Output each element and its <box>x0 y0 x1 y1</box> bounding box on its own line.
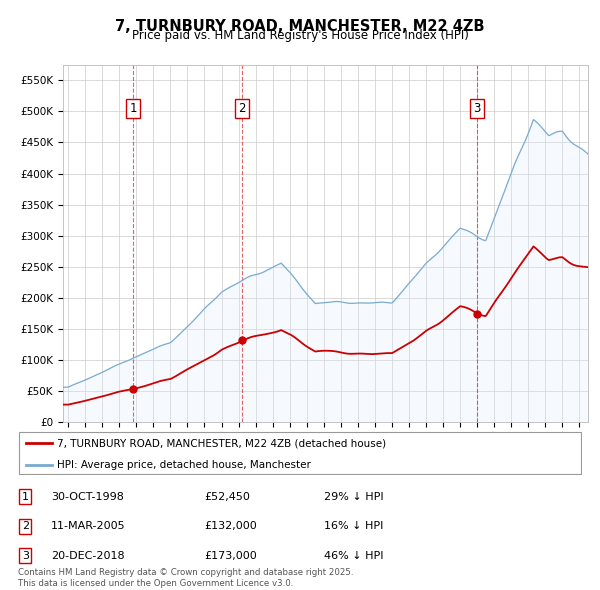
Text: Contains HM Land Registry data © Crown copyright and database right 2025.
This d: Contains HM Land Registry data © Crown c… <box>18 568 353 588</box>
Text: Price paid vs. HM Land Registry's House Price Index (HPI): Price paid vs. HM Land Registry's House … <box>131 30 469 42</box>
Text: 3: 3 <box>473 102 481 115</box>
Text: £132,000: £132,000 <box>204 522 257 531</box>
Text: 29% ↓ HPI: 29% ↓ HPI <box>324 492 383 502</box>
Text: 11-MAR-2005: 11-MAR-2005 <box>51 522 125 531</box>
Text: 7, TURNBURY ROAD, MANCHESTER, M22 4ZB: 7, TURNBURY ROAD, MANCHESTER, M22 4ZB <box>115 19 485 34</box>
Text: 7, TURNBURY ROAD, MANCHESTER, M22 4ZB (detached house): 7, TURNBURY ROAD, MANCHESTER, M22 4ZB (d… <box>58 438 386 448</box>
Text: HPI: Average price, detached house, Manchester: HPI: Average price, detached house, Manc… <box>58 460 311 470</box>
Text: 30-OCT-1998: 30-OCT-1998 <box>51 492 124 502</box>
Text: 16% ↓ HPI: 16% ↓ HPI <box>324 522 383 531</box>
Text: £173,000: £173,000 <box>204 551 257 560</box>
Text: 20-DEC-2018: 20-DEC-2018 <box>51 551 125 560</box>
Text: 1: 1 <box>130 102 137 115</box>
Text: 2: 2 <box>238 102 245 115</box>
Text: £52,450: £52,450 <box>204 492 250 502</box>
Text: 46% ↓ HPI: 46% ↓ HPI <box>324 551 383 560</box>
Text: 3: 3 <box>22 551 29 560</box>
Text: 2: 2 <box>22 522 29 531</box>
Text: 1: 1 <box>22 492 29 502</box>
FancyBboxPatch shape <box>19 432 581 474</box>
